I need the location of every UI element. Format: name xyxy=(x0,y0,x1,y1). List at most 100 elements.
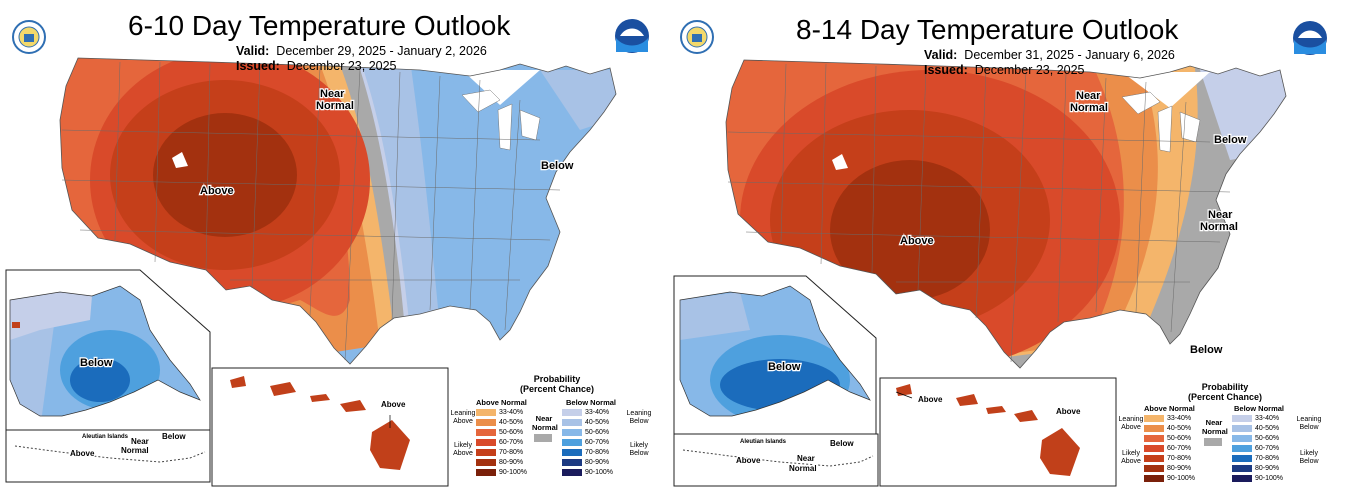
legend-below-header: Below Normal xyxy=(1234,404,1285,413)
label-aleutian-below: Below xyxy=(830,439,854,448)
label-near-normal-top: Near xyxy=(1076,90,1101,102)
legend-range-label: 60-70% xyxy=(585,438,610,446)
hawaii-islands xyxy=(896,384,1080,476)
legend-swatch xyxy=(476,438,496,446)
legend-swatch xyxy=(1232,464,1252,472)
legend-above-row: 33-40% xyxy=(1144,414,1191,422)
legend-below-row: 33-40% xyxy=(1232,414,1279,422)
legend: Probability (Percent Chance) Above Normal… xyxy=(1119,382,1334,492)
legend-swatch xyxy=(1144,444,1164,452)
label-aleutian-islands: Aleutian Islands xyxy=(740,439,787,445)
legend-range-label: 70-80% xyxy=(585,448,610,456)
noaa-seal-icon xyxy=(12,20,46,54)
label-aleutian-near: Near xyxy=(797,454,815,463)
valid-line: Valid: December 29, 2025 - January 2, 20… xyxy=(236,44,487,58)
legend-range-label: 33-40% xyxy=(585,408,610,416)
legend-range-label: 80-90% xyxy=(499,458,524,466)
valid-line: Valid: December 31, 2025 - January 6, 20… xyxy=(924,48,1175,62)
noaa-seal-icon xyxy=(680,20,714,54)
legend-range-label: 90-100% xyxy=(585,468,614,476)
page-title: 8-14 Day Temperature Outlook xyxy=(796,14,1179,45)
legend-swatch xyxy=(1232,454,1252,462)
legend-range-label: 90-100% xyxy=(1167,474,1196,482)
legend-swatch xyxy=(1144,454,1164,462)
label-below-alaska: Below xyxy=(768,361,801,373)
legend-above-row: 90-100% xyxy=(476,468,527,476)
legend-leaning-above: Leaning Above xyxy=(450,410,476,425)
legend-range-label: 33-40% xyxy=(499,408,524,416)
us-map-6-10: Near Normal Below Above Below Aleutian I… xyxy=(5,57,617,487)
legend: Probability (Percent Chance) Above Normal… xyxy=(450,374,662,484)
label-aleutian-near-2: Normal xyxy=(121,446,149,455)
legend-swatch xyxy=(1144,434,1164,442)
legend-swatch xyxy=(1232,414,1252,422)
legend-above-row: 50-60% xyxy=(1144,434,1191,442)
issued-line: Issued: December 23, 2025 xyxy=(924,63,1085,77)
label-below-fl: Below xyxy=(1190,344,1223,356)
hawaii-islands xyxy=(230,376,410,470)
label-hawaii-above-left: Above xyxy=(918,395,943,404)
legend-below-row: 70-80% xyxy=(562,448,609,456)
legend-range-label: 40-50% xyxy=(585,418,610,426)
legend-range-label: 40-50% xyxy=(1255,424,1280,432)
label-near-normal-east: Near xyxy=(1208,209,1233,221)
legend-range-label: 90-100% xyxy=(499,468,528,476)
legend-swatch xyxy=(1232,474,1252,482)
legend-title: Probability (Percent Chance) xyxy=(1187,382,1263,402)
legend-swatch xyxy=(1232,444,1252,452)
state-borders xyxy=(61,61,561,361)
legend-swatch xyxy=(1232,434,1252,442)
legend-range-label: 70-80% xyxy=(499,448,524,456)
legend-swatch xyxy=(476,418,496,426)
legend-below-row: 90-100% xyxy=(1232,474,1283,482)
legend-likely-above: Likely Above xyxy=(453,442,473,457)
legend-near-normal: Near Normal xyxy=(532,414,558,432)
label-below-east: Below xyxy=(541,160,574,172)
label-aleutian-below: Below xyxy=(162,432,186,441)
legend-range-label: 40-50% xyxy=(499,418,524,426)
legend-above-row: 50-60% xyxy=(476,428,523,436)
legend-range-label: 60-70% xyxy=(499,438,524,446)
legend-below-row: 50-60% xyxy=(1232,434,1279,442)
legend-swatch xyxy=(562,418,582,426)
legend-range-label: 80-90% xyxy=(585,458,610,466)
label-aleutian-above: Above xyxy=(736,456,761,465)
legend-above-row: 60-70% xyxy=(1144,444,1191,452)
legend-swatch xyxy=(562,468,582,476)
legend-below-row: 70-80% xyxy=(1232,454,1279,462)
legend-swatch xyxy=(476,468,496,476)
noaa-logo-icon xyxy=(615,19,649,53)
label-near-normal-top-2: Normal xyxy=(316,100,354,112)
legend-above-row: 40-50% xyxy=(1144,424,1191,432)
legend-range-label: 33-40% xyxy=(1167,414,1192,422)
page-title: 6-10 Day Temperature Outlook xyxy=(128,10,511,41)
legend-above-row: 33-40% xyxy=(476,408,523,416)
outlook-panel-6-10: Near Normal Below Above Below Aleutian I… xyxy=(0,0,664,496)
legend-below-header: Below Normal xyxy=(566,398,617,407)
label-near-normal-east-2: Normal xyxy=(1200,221,1238,233)
legend-near-swatch xyxy=(534,434,552,442)
legend-range-label: 60-70% xyxy=(1255,444,1280,452)
legend-swatch xyxy=(562,448,582,456)
legend-swatch xyxy=(562,408,582,416)
legend-above-header: Above Normal xyxy=(1144,404,1195,413)
legend-likely-above: Likely Above xyxy=(1121,450,1141,465)
label-above-main: Above xyxy=(200,185,234,197)
legend-range-label: 50-60% xyxy=(499,428,524,436)
label-near-normal-top: Near xyxy=(320,88,345,100)
legend-below-row: 40-50% xyxy=(562,418,609,426)
legend-below-row: 60-70% xyxy=(562,438,609,446)
legend-swatch xyxy=(476,448,496,456)
legend-range-label: 50-60% xyxy=(1167,434,1192,442)
legend-above-row: 80-90% xyxy=(476,458,523,466)
legend-swatch xyxy=(476,458,496,466)
legend-swatch xyxy=(1144,474,1164,482)
legend-likely-below: Likely Below xyxy=(629,442,649,457)
legend-swatch xyxy=(562,438,582,446)
us-map-8-14: Near Normal Below Near Normal Above Belo… xyxy=(673,59,1287,487)
label-hawaii-above: Above xyxy=(381,400,406,409)
legend-range-label: 70-80% xyxy=(1255,454,1280,462)
legend-swatch xyxy=(1144,424,1164,432)
legend-swatch xyxy=(1232,424,1252,432)
legend-swatch xyxy=(476,428,496,436)
